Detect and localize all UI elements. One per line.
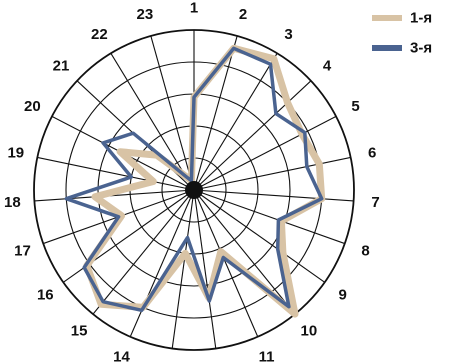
legend-label-1: 1-я	[410, 10, 432, 27]
category-label-20: 20	[24, 98, 41, 115]
legend-label-2: 3-я	[410, 40, 432, 57]
category-label-8: 8	[361, 242, 369, 259]
category-label-21: 21	[53, 57, 70, 74]
category-label-5: 5	[351, 98, 359, 115]
category-label-17: 17	[14, 242, 31, 259]
category-label-15: 15	[71, 323, 88, 340]
category-label-2: 2	[239, 6, 247, 23]
category-label-11: 11	[259, 348, 275, 362]
category-label-9: 9	[339, 287, 347, 304]
grid-spoke	[37, 156, 195, 191]
grid-spoke	[193, 35, 238, 191]
grid-spoke	[193, 189, 354, 202]
chart-legend: 1-я 3-я	[372, 10, 432, 57]
category-label-16: 16	[37, 287, 54, 304]
category-label-6: 6	[368, 145, 376, 162]
grid-spoke	[193, 189, 296, 315]
category-label-19: 19	[7, 145, 24, 162]
series-line-2	[64, 46, 324, 313]
category-label-1: 1	[190, 0, 198, 17]
category-labels: 1234567891011121314151617181920212223	[4, 0, 380, 362]
center-hub	[185, 181, 203, 199]
grid-spoke	[193, 80, 312, 191]
grid-spoke	[171, 189, 195, 349]
grid-spoke	[193, 156, 351, 191]
grid-spoke	[193, 189, 345, 245]
grid-spoke	[129, 189, 195, 337]
category-label-23: 23	[137, 6, 154, 23]
grid-spoke	[110, 53, 195, 191]
grid-spoke	[92, 189, 195, 315]
grid-spoke	[193, 115, 337, 191]
category-label-7: 7	[371, 194, 379, 211]
radar-grid	[33, 29, 355, 351]
grid-spoke	[193, 189, 326, 283]
grid-spoke	[193, 189, 217, 349]
grid-spoke	[193, 53, 278, 191]
category-label-3: 3	[284, 26, 292, 43]
grid-spoke	[150, 35, 195, 191]
radar-series-layer	[64, 44, 326, 318]
category-label-4: 4	[323, 57, 332, 74]
category-label-14: 14	[113, 348, 130, 362]
grid-spoke	[34, 189, 195, 202]
category-label-10: 10	[301, 323, 318, 340]
grid-spoke	[193, 189, 259, 337]
radar-hub	[185, 181, 203, 199]
category-label-22: 22	[91, 26, 108, 43]
category-label-18: 18	[4, 194, 21, 211]
